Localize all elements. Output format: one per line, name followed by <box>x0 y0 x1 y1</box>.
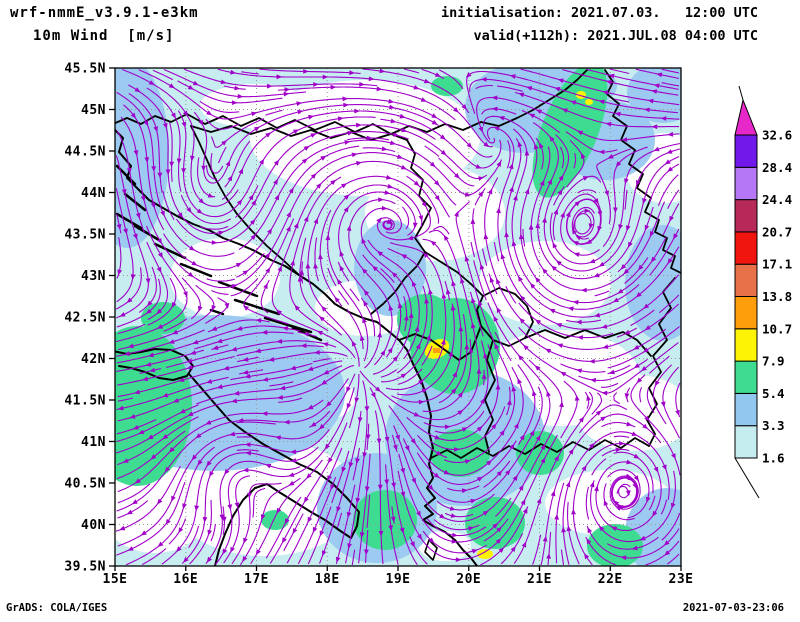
field-title: 10m Wind [m/s] <box>33 28 175 44</box>
lat-tick-label: 44N <box>81 186 106 201</box>
lat-tick-label: 43.5N <box>64 228 106 243</box>
lon-tick-label: 20E <box>456 572 481 587</box>
lon-tick-label: 15E <box>103 572 128 587</box>
lon-tick-label: 18E <box>315 572 340 587</box>
colorbar-segment <box>734 263 758 298</box>
colorbar-label: 5.4 <box>762 386 785 401</box>
lon-tick-label: 21E <box>527 572 552 587</box>
longitude-axis: 15E 16E 17E 18E 19E 20E 21E 22E 23E <box>103 566 694 587</box>
colorbar-segment <box>734 296 758 330</box>
creation-timestamp: 2021-07-03-23:06 <box>682 602 784 614</box>
colorbar-label: 24.4 <box>762 192 792 207</box>
colorbar-label: 20.7 <box>762 224 792 239</box>
grads-credit: GrADS: COLA/IGES <box>6 602 108 614</box>
lat-tick-label: 41.5N <box>64 394 106 409</box>
calm-wind-patches <box>115 80 681 561</box>
lat-tick-label: 41N <box>81 435 106 450</box>
lon-tick-label: 19E <box>386 572 411 587</box>
colorbar-label: 10.7 <box>762 321 792 336</box>
lat-tick-label: 44.5N <box>64 145 106 160</box>
lat-tick-label: 39.5N <box>64 560 106 575</box>
colorbar-segment <box>734 360 758 394</box>
lat-tick-label: 42.5N <box>64 311 106 326</box>
lon-tick-label: 22E <box>598 572 623 587</box>
latitude-axis: 45.5N 45N 44.5N 44N 43.5N 43N 42.5N 42N 41.5N 41N… <box>64 62 115 575</box>
lat-tick-label: 45.5N <box>64 62 106 77</box>
colorbar-segment <box>734 134 758 168</box>
lat-tick-label: 45N <box>81 103 106 118</box>
colorbar-label: 32.6 <box>762 128 792 143</box>
colorbar-bottom-tail <box>734 457 760 499</box>
colorbar-segment <box>734 392 758 427</box>
colorbar-label: 28.4 <box>762 160 792 175</box>
colorbar-top-tail <box>738 85 744 101</box>
lat-tick-label: 40.5N <box>64 477 106 492</box>
map-area <box>115 68 681 566</box>
model-title: wrf-nmmE_v3.9.1-e3km <box>10 5 199 21</box>
streamline-arrowheads <box>116 68 680 563</box>
lon-tick-label: 17E <box>244 572 269 587</box>
colorbar-label: 13.8 <box>762 289 792 304</box>
valid-time-label: valid(+112h): 2021.JUL.08 04:00 UTC <box>473 28 758 44</box>
lat-tick-label: 43N <box>81 269 106 284</box>
lon-tick-label: 23E <box>669 572 694 587</box>
colorbar-segment <box>734 328 758 362</box>
colorbar-segment <box>734 199 758 233</box>
colorbar-segment <box>734 425 758 459</box>
lat-tick-label: 40N <box>81 518 106 533</box>
lon-tick-label: 16E <box>173 572 198 587</box>
colorbar-over-arrow <box>734 98 758 136</box>
colorbar-label: 17.1 <box>762 257 792 272</box>
lat-tick-label: 42N <box>81 352 106 367</box>
wind-streamlines <box>115 68 681 566</box>
colorbar-segment <box>734 231 758 265</box>
colorbar-label: 1.6 <box>762 451 785 466</box>
wind-speed-colorbar: 32.6 28.4 24.4 20.7 17.1 13.8 10.7 7.9 5.4 3.3 1.6 <box>734 85 792 499</box>
init-time-label: initialisation: 2021.07.03. 12:00 UTC <box>441 5 758 21</box>
colorbar-label: 3.3 <box>762 418 785 433</box>
colorbar-label: 7.9 <box>762 354 785 369</box>
colorbar-segment <box>734 166 758 201</box>
